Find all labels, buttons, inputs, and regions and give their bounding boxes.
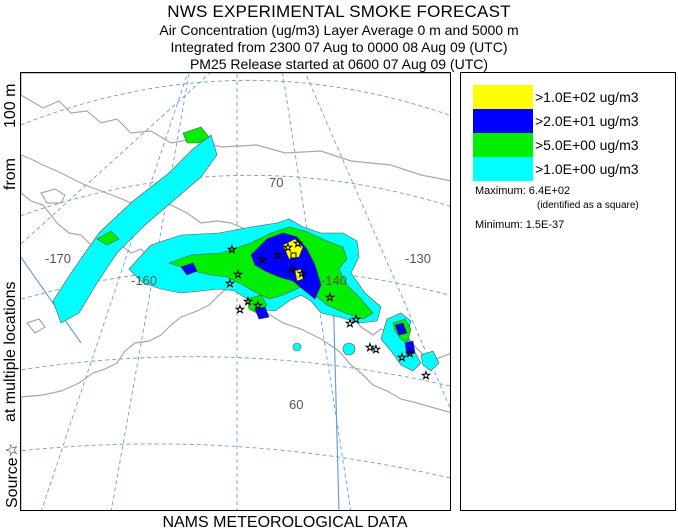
legend-label: >1.0E+02 ug/m3 (535, 89, 639, 105)
legend-item: >1.0E+00 ug/m3 (473, 157, 639, 181)
plume-blue-south (254, 306, 270, 320)
map-title: NWS EXPERIMENTAL SMOKE FORECAST Air Conc… (0, 2, 678, 73)
legend-minimum: Minimum: 1.5E-37 (475, 219, 565, 231)
side-label-from: from (2, 158, 19, 190)
lat-label-70: 70 (269, 175, 283, 190)
source-star: ☆ (365, 342, 375, 354)
legend-panel: >1.0E+02 ug/m3 >2.0E+01 ug/m3 >5.0E+00 u… (460, 72, 676, 511)
legend-maximum: Maximum: 6.4E+02 (475, 185, 571, 197)
contour-level-4 (282, 238, 304, 282)
lat-75-line (21, 79, 450, 126)
plume-southeast-cyan (380, 312, 422, 372)
source-star: ☆ (225, 278, 235, 290)
legend-item: >2.0E+01 ug/m3 (473, 109, 639, 133)
plume-blue-main (250, 232, 322, 300)
plume-green-west (96, 230, 120, 246)
title-line-3: Integrated from 2300 07 Aug to 0000 08 A… (170, 39, 508, 55)
side-label-height: 100 m (2, 83, 19, 128)
side-label-source: Source☆ (4, 442, 21, 508)
plume-patch-b (342, 342, 356, 356)
source-star: ☆ (235, 304, 245, 316)
nunivak-island (25, 318, 46, 334)
source-star: ☆ (257, 254, 267, 266)
dateline (21, 256, 82, 344)
legend-label: >1.0E+00 ug/m3 (535, 161, 639, 177)
source-star: ☆ (371, 344, 381, 356)
maximum-square-marker (290, 252, 297, 259)
source-markers: ☆ ☆ ☆ ☆ ☆ ☆ ☆ ☆ ☆ ☆ ☆ ☆ ☆ ☆ ☆ ☆ ☆ ☆ ☆ ☆ (225, 238, 432, 383)
legend-label: >2.0E+01 ug/m3 (535, 113, 639, 129)
legend-swatch-level-4 (473, 85, 533, 109)
source-star: ☆ (325, 292, 335, 304)
coastlines (21, 73, 450, 510)
plume-patch-c (420, 350, 440, 372)
lon-160-line (110, 73, 190, 510)
source-star: ☆ (253, 300, 263, 312)
title-line-4: PM25 Release started at 0600 07 Aug 09 (… (189, 56, 489, 72)
source-star: ☆ (273, 250, 283, 262)
legend-swatch-level-2 (473, 133, 533, 157)
source-star: ☆ (283, 242, 293, 254)
map-svg: ☆ ☆ ☆ ☆ ☆ ☆ ☆ ☆ ☆ ☆ ☆ ☆ ☆ ☆ ☆ ☆ ☆ ☆ ☆ ☆ … (21, 73, 450, 510)
plume-yellow-spot (294, 268, 304, 282)
title-line-2: Air Concentration (ug/m3) Layer Average … (159, 22, 519, 38)
source-star: ☆ (287, 264, 297, 276)
source-star: ☆ (233, 269, 243, 281)
lon-label-130: -130 (405, 251, 431, 266)
source-star: ☆ (397, 352, 407, 364)
border-line (332, 285, 340, 510)
plume-blue-west (180, 262, 198, 276)
source-star: ☆ (351, 314, 361, 326)
legend-swatch-level-3 (473, 109, 533, 133)
source-side-label: Source☆ at multiple locations from 100 m (0, 70, 21, 510)
map-panel: ☆ ☆ ☆ ☆ ☆ ☆ ☆ ☆ ☆ ☆ ☆ ☆ ☆ ☆ ☆ ☆ ☆ ☆ ☆ ☆ … (20, 72, 451, 511)
chukotka-coast (21, 73, 450, 182)
source-star: ☆ (243, 296, 253, 308)
lon-label-140: -140 (321, 273, 347, 288)
legend-maximum-note: (identified as a square) (537, 200, 639, 211)
source-star: ☆ (297, 268, 307, 280)
lat-label-60: 60 (289, 397, 303, 412)
plume-west-strip (52, 134, 218, 324)
title-line-1: NWS EXPERIMENTAL SMOKE FORECAST (167, 2, 511, 21)
plume-yellow-core (282, 238, 304, 260)
source-star: ☆ (345, 318, 355, 330)
source-star: ☆ (227, 244, 237, 256)
lon-180-line (21, 73, 211, 245)
source-star: ☆ (421, 370, 431, 382)
plume-patch-a (292, 342, 302, 352)
source-star: ☆ (405, 348, 415, 360)
legend-item: >5.0E+00 ug/m3 (473, 133, 639, 157)
st-lawrence-island (40, 188, 66, 204)
lon-170-line (41, 73, 189, 510)
side-label-locations: at multiple locations (2, 281, 19, 422)
contour-level-3 (180, 232, 416, 356)
lat-70-line (21, 174, 450, 217)
data-source-label: NAMS METEOROLOGICAL DATA (162, 514, 408, 531)
legend-item: >1.0E+02 ug/m3 (473, 85, 639, 109)
lat-55-line (21, 443, 450, 479)
lon-label-160: -160 (131, 273, 157, 288)
lat-60-line (21, 356, 450, 387)
legend-label: >5.0E+00 ug/m3 (535, 137, 639, 153)
plume-blue-east (404, 340, 416, 356)
plume-green-north (182, 126, 210, 144)
source-star: ☆ (293, 238, 303, 250)
plume-blue-southeast (394, 322, 408, 336)
lon-label-170: -170 (45, 251, 71, 266)
projection-lines (21, 256, 340, 510)
legend-swatch-level-1 (473, 157, 533, 181)
